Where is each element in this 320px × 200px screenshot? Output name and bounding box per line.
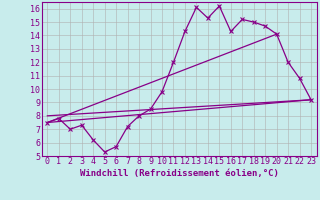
X-axis label: Windchill (Refroidissement éolien,°C): Windchill (Refroidissement éolien,°C): [80, 169, 279, 178]
